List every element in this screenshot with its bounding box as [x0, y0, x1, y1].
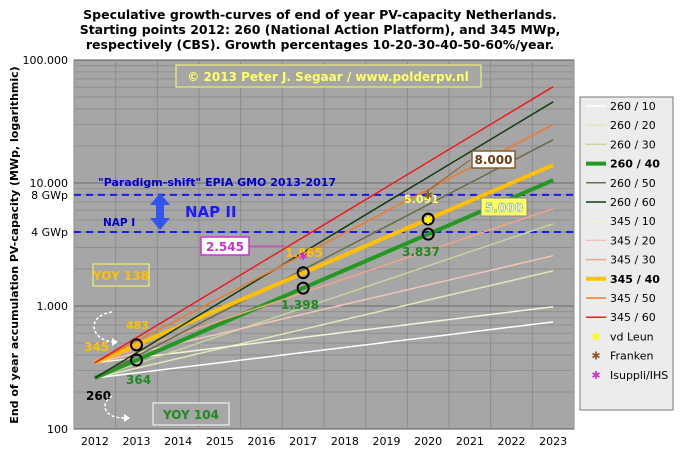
x-tick-label: 2023 — [539, 435, 567, 448]
y-tick-label: 1.000 — [37, 300, 69, 313]
legend: 260 / 10 260 / 20 260 / 30 260 / 40 260 / 50… — [586, 100, 668, 382]
curve-arrow-lower — [104, 395, 125, 419]
legend-entry: 260 / 10 — [610, 100, 656, 113]
point-markers: ✱ ✱ ✱ — [299, 189, 433, 263]
series-lines — [94, 86, 554, 380]
legend-marker-icon: ✱ — [591, 350, 600, 363]
chart-title-line-2: Starting points 2012: 260 (National Acti… — [80, 22, 561, 37]
marker-vd-leun: ✱ — [424, 214, 433, 227]
highlight-circle — [130, 353, 143, 367]
yoy138-label: YOY 138 — [92, 269, 149, 283]
callout-5091: 5.091 — [404, 193, 439, 206]
x-tick-label: 2017 — [289, 435, 317, 448]
legend-marker-icon: ✱ — [591, 330, 600, 343]
x-tick-label: 2021 — [456, 435, 484, 448]
callout-8000-box — [471, 150, 516, 169]
series-line — [94, 101, 554, 379]
x-tick-label: 2022 — [498, 435, 526, 448]
x-axis-ticks: 2012 2013 2014 2015 2016 2017 2018 2019 2020 2021… — [81, 435, 567, 448]
legend-entry: 345 / 40 — [610, 273, 660, 286]
series-line — [94, 270, 554, 379]
legend-entry: 260 / 50 — [610, 177, 656, 190]
curve-arrow-upper-head — [112, 338, 118, 346]
chart-title-line-1: Speculative growth-curves of end of year… — [83, 7, 557, 22]
legend-marker-icon: ✱ — [591, 369, 600, 382]
y-axis-label: End of year accumulation PV-capacity (MW… — [8, 66, 21, 423]
legend-entry: 345 / 30 — [610, 254, 656, 267]
legend-marker-entry: Isuppli/IHS — [610, 369, 668, 382]
x-tick-label: 2014 — [164, 435, 192, 448]
series-line — [94, 321, 554, 379]
x-tick-label: 2013 — [123, 435, 151, 448]
legend-entry: 260 / 60 — [610, 196, 656, 209]
callout-2545: 2.545 — [206, 240, 244, 254]
callout-364: 364 — [126, 373, 151, 387]
nap1-label: NAP I — [103, 217, 135, 229]
y-tick-label: 100 — [47, 423, 68, 436]
reference-line-label: 8 GWp — [31, 189, 68, 202]
callout-1865: 1.865 — [285, 246, 323, 260]
legend-entry: 260 / 40 — [610, 158, 660, 171]
x-tick-label: 2019 — [373, 435, 401, 448]
curve-arrow-lower-head — [124, 414, 130, 422]
nap2-label: NAP II — [185, 203, 237, 221]
yoy138-box — [92, 263, 150, 287]
highlight-circle — [421, 212, 435, 226]
legend-marker-entry: vd Leun — [610, 330, 654, 343]
callout-3837: 3.837 — [402, 245, 440, 259]
highlight-circle — [296, 281, 310, 295]
callout-8000-arrow — [425, 159, 471, 193]
y-axis-ticks: 100 1.000 10.000 100.000 — [23, 54, 69, 436]
legend-entry: 260 / 30 — [610, 138, 656, 151]
series-line — [94, 178, 554, 380]
highlight-circle — [130, 338, 143, 352]
chart-title-line-3: respectively (CBS). Growth percentages 1… — [86, 37, 554, 52]
series-line — [94, 207, 554, 364]
highlight-circles — [130, 212, 435, 367]
curve-arrow-upper — [93, 311, 113, 343]
paradigm-label: "Paradigm-shift" EPIA GMO 2013-2017 — [98, 176, 336, 189]
callout-8000: 8.000 — [475, 153, 513, 167]
y-tick-label: 10.000 — [30, 177, 69, 190]
marker-isuppli: ✱ — [299, 250, 308, 263]
series-line — [94, 86, 554, 364]
legend-entry: 345 / 60 — [610, 311, 656, 324]
reference-lines: 8 GWp 4 GWp — [31, 189, 574, 239]
callout-1398: 1.398 — [281, 298, 319, 312]
x-tick-label: 2020 — [414, 435, 442, 448]
legend-entry: 260 / 20 — [610, 119, 656, 132]
x-tick-label: 2018 — [331, 435, 359, 448]
callout-5000: 5.000 — [485, 201, 523, 215]
highlight-circle — [421, 227, 435, 241]
legend-entry: 345 / 10 — [610, 215, 656, 228]
legend-box — [579, 96, 674, 411]
marker-franken: ✱ — [424, 189, 433, 202]
y-tick-label: 100.000 — [23, 54, 69, 67]
series-line — [94, 139, 554, 379]
copyright-box — [175, 64, 482, 88]
yoy104-box — [152, 402, 230, 426]
callout-483: 483 — [126, 319, 149, 332]
x-tick-label: 2016 — [248, 435, 276, 448]
series-line — [94, 163, 554, 365]
series-line — [94, 223, 554, 379]
highlight-circle — [296, 266, 310, 280]
callout-5000-box — [480, 197, 528, 217]
legend-entry: 345 / 20 — [610, 234, 656, 247]
reference-line-label: 4 GWp — [31, 226, 68, 239]
series-line — [94, 306, 554, 364]
legend-marker-entry: Franken — [610, 350, 654, 363]
callout-345: 345 — [84, 340, 109, 354]
x-tick-label: 2012 — [81, 435, 109, 448]
copyright-text: © 2013 Peter J. Segaar / www.polderpv.nl — [187, 70, 468, 84]
x-tick-label: 2015 — [206, 435, 234, 448]
callout-260: 260 — [86, 389, 111, 403]
nap-double-arrow-icon — [150, 193, 170, 230]
yoy104-label: YOY 104 — [162, 408, 219, 422]
legend-entry: 345 / 50 — [610, 292, 656, 305]
